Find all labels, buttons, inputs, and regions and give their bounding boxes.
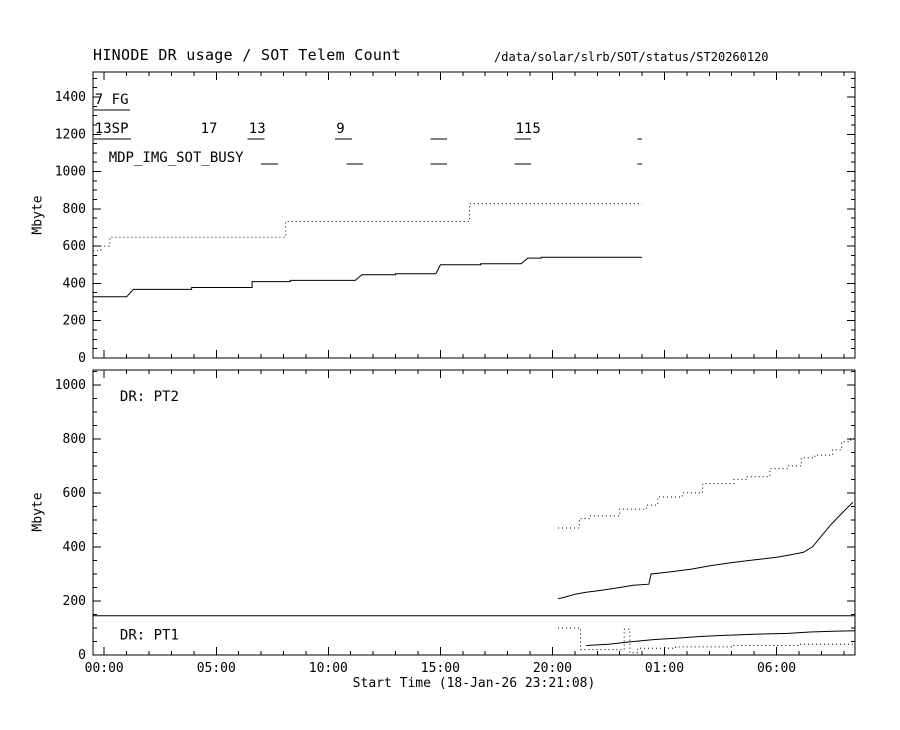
y-tick-label: 1000 <box>55 378 86 393</box>
y-tick-label: 200 <box>63 314 86 329</box>
x-tick-label: 05:00 <box>197 661 236 676</box>
x-tick-label: 00:00 <box>85 661 124 676</box>
annotation-dr-pt1: DR: PT1 <box>120 627 179 643</box>
y-tick-label: 800 <box>63 202 86 217</box>
x-tick-label: 01:00 <box>645 661 684 676</box>
y-tick-label: 600 <box>63 486 86 501</box>
y-tick-label: 400 <box>63 540 86 555</box>
annotation-13sp: 13SP <box>95 121 129 137</box>
annotation-13: 13 <box>249 121 266 137</box>
series-pt1-solid <box>586 630 856 646</box>
x-tick-label: 10:00 <box>309 661 348 676</box>
annotation-115: 115 <box>516 121 541 137</box>
y-axis-label-bottom: Mbyte <box>30 492 46 532</box>
y-tick-label: 1200 <box>55 127 86 142</box>
x-tick-label: 06:00 <box>757 661 796 676</box>
series-pt2-dotted <box>558 438 855 529</box>
annotation-mdp-img-sot-busy: MDP_IMG_SOT_BUSY <box>109 150 244 166</box>
annotation-dr-pt2: DR: PT2 <box>120 389 179 405</box>
y-tick-label: 200 <box>63 594 86 609</box>
y-tick-label: 0 <box>78 648 86 663</box>
y-tick-label: 1000 <box>55 165 86 180</box>
x-tick-label: 15:00 <box>421 661 460 676</box>
y-axis-label-top: Mbyte <box>30 195 46 235</box>
panel-box-sot-telem-count <box>92 71 856 359</box>
series-fg-telem-solid <box>93 256 643 298</box>
y-tick-label: 800 <box>63 432 86 447</box>
plot-title: HINODE DR usage / SOT Telem Count <box>93 46 401 64</box>
status-file-path: /data/solar/slrb/SOT/status/ST20260120 <box>494 50 769 64</box>
series-pt1-dotted <box>558 627 855 654</box>
series-sp-telem-dotted <box>93 203 643 252</box>
series-pt2-solid <box>557 502 854 600</box>
y-tick-label: 400 <box>63 276 86 291</box>
y-tick-label: 0 <box>78 351 86 366</box>
panel-box-dr-usage <box>92 369 856 656</box>
y-tick-label: 600 <box>63 239 86 254</box>
annotation-7-fg: 7 FG <box>95 92 129 108</box>
x-tick-label: 20:00 <box>533 661 572 676</box>
annotation-9: 9 <box>336 121 344 137</box>
y-tick-label: 1400 <box>55 90 86 105</box>
x-axis-label: Start Time (18-Jan-26 23:21:08) <box>352 676 596 691</box>
annotation-17: 17 <box>201 121 218 137</box>
